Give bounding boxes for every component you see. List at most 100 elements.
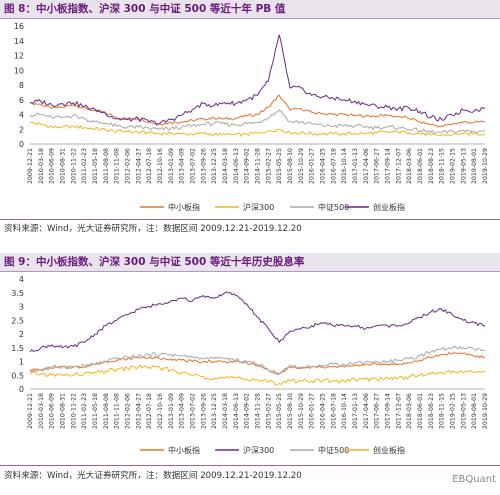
x-tick-label: 2013-04-09 xyxy=(179,148,186,184)
x-tick-label: 2012-07-18 xyxy=(146,148,153,184)
x-tick-label: 2016-07-18 xyxy=(330,148,337,184)
legend-label: 中小板指 xyxy=(168,202,200,212)
y-tick-label: 1.5 xyxy=(11,344,24,353)
legend-label: 创业板指 xyxy=(373,202,405,212)
legend-label: 沪深300 xyxy=(243,202,274,212)
x-tick-label: 2013-12-25 xyxy=(211,393,218,429)
y-tick-label: 0 xyxy=(19,385,24,394)
y-tick-label: 12 xyxy=(14,52,24,61)
y-tick-label: 6 xyxy=(19,96,24,105)
y-tick-label: 2.5 xyxy=(11,316,24,325)
x-tick-label: 2010-06-09 xyxy=(49,393,56,429)
x-tick-label: 2018-11-15 xyxy=(439,393,446,429)
y-tick-label: 2 xyxy=(19,125,24,134)
x-tick-label: 2018-06-01 xyxy=(417,148,424,184)
x-tick-label: 2015-10-29 xyxy=(298,148,305,184)
legend-label: 中证500 xyxy=(318,202,349,212)
figure9-title: 图 9：中小板指数、沪深 300 与中证 500 等近十年历史股息率 xyxy=(0,253,500,272)
x-tick-label: 2014-03-18 xyxy=(222,148,229,184)
x-tick-label: 2017-04-06 xyxy=(363,148,370,184)
x-tick-label: 2011-11-08 xyxy=(114,393,121,429)
x-tick-label: 2015-08-10 xyxy=(287,148,294,184)
x-tick-label: 2017-04-06 xyxy=(363,393,370,429)
x-tick-label: 2015-02-27 xyxy=(265,148,272,184)
y-tick-label: 1 xyxy=(19,358,24,367)
x-tick-label: 2014-09-02 xyxy=(244,148,251,184)
x-tick-label: 2019-05-13 xyxy=(460,393,467,429)
x-tick-label: 2011-02-23 xyxy=(81,148,88,184)
x-tick-label: 2013-09-26 xyxy=(200,148,207,184)
x-tick-label: 2010-11-22 xyxy=(70,148,77,184)
y-tick-label: 0.5 xyxy=(11,371,24,380)
x-tick-label: 2010-03-18 xyxy=(38,148,45,184)
x-tick-label: 2011-02-23 xyxy=(81,393,88,429)
x-tick-label: 2019-08-01 xyxy=(471,148,478,184)
y-tick-label: 10 xyxy=(14,66,24,75)
x-tick-label: 2015-08-10 xyxy=(287,393,294,429)
x-tick-label: 2016-10-14 xyxy=(341,148,348,184)
x-tick-label: 2012-04-27 xyxy=(135,148,142,184)
x-tick-label: 2017-01-13 xyxy=(352,393,359,429)
x-tick-label: 2015-05-25 xyxy=(276,148,283,184)
x-tick-label: 2017-06-27 xyxy=(374,148,381,184)
x-tick-label: 2012-10-16 xyxy=(157,148,164,184)
watermark: EBQuant xyxy=(452,474,496,485)
x-tick-label: 2014-11-28 xyxy=(255,148,262,184)
x-tick-label: 2012-10-16 xyxy=(157,393,164,429)
series-line xyxy=(29,345,486,376)
figure9-source: 资料来源：Wind，光大证券研究所，注：数据区间 2009.12.21-2019… xyxy=(4,471,302,481)
x-tick-label: 2013-09-26 xyxy=(200,393,207,429)
x-tick-label: 2015-05-25 xyxy=(276,393,283,429)
x-tick-label: 2009-12-21 xyxy=(27,148,34,184)
x-tick-label: 2011-05-18 xyxy=(92,148,99,184)
x-tick-label: 2019-02-15 xyxy=(450,148,457,184)
y-tick-label: 14 xyxy=(14,37,24,46)
legend-label: 中证500 xyxy=(318,445,349,455)
x-tick-label: 2018-11-15 xyxy=(439,148,446,184)
x-tick-label: 2017-12-07 xyxy=(395,148,402,184)
x-tick-label: 2017-06-27 xyxy=(374,393,381,429)
x-tick-label: 2012-07-18 xyxy=(146,393,153,429)
x-tick-label: 2013-01-09 xyxy=(168,393,175,429)
x-tick-label: 2019-10-29 xyxy=(482,148,489,184)
x-tick-label: 2018-03-06 xyxy=(406,393,413,429)
y-tick-label: 0 xyxy=(19,140,24,149)
pb-chart: 0 2 4 6 8 10 12 14 16 2009-12-21 2010-03-18 2010-06… xyxy=(14,22,489,212)
x-tick-label: 2014-06-13 xyxy=(233,148,240,184)
x-tick-label: 2014-06-13 xyxy=(233,393,240,429)
x-tick-label: 2011-11-08 xyxy=(114,148,121,184)
x-tick-label: 2017-01-13 xyxy=(352,148,359,184)
y-tick-label: 8 xyxy=(19,81,24,90)
x-tick-label: 2013-01-09 xyxy=(168,148,175,184)
series-line xyxy=(29,34,486,126)
x-tick-label: 2012-02-06 xyxy=(125,148,132,184)
x-tick-label: 2016-07-18 xyxy=(330,393,337,429)
x-tick-label: 2015-02-27 xyxy=(265,393,272,429)
x-tick-label: 2014-11-28 xyxy=(255,393,262,429)
x-tick-label: 2011-05-18 xyxy=(92,393,99,429)
figure8-title: 图 8：中小板指数、沪深 300 与中证 500 等近十年 PB 值 xyxy=(0,0,500,19)
x-tick-label: 2019-05-13 xyxy=(460,148,467,184)
y-tick-label: 16 xyxy=(14,22,24,31)
x-tick-label: 2017-09-14 xyxy=(385,148,392,184)
x-tick-label: 2010-08-31 xyxy=(60,148,67,184)
x-tick-label: 2012-04-27 xyxy=(135,393,142,429)
x-tick-label: 2013-07-02 xyxy=(190,393,197,429)
figure8-source: 资料来源：Wind，光大证券研究所，注：数据区间 2009.12.21-2019… xyxy=(4,224,302,234)
x-tick-label: 2010-06-09 xyxy=(49,148,56,184)
x-tick-label: 2011-08-08 xyxy=(103,393,110,429)
x-tick-label: 2015-10-29 xyxy=(298,393,305,429)
x-tick-label: 2016-10-14 xyxy=(341,393,348,429)
y-tick-label: 3 xyxy=(19,303,24,312)
series-line xyxy=(29,291,486,353)
x-tick-label: 2013-12-25 xyxy=(211,148,218,184)
x-tick-label: 2011-08-08 xyxy=(103,148,110,184)
x-tick-label: 2018-08-23 xyxy=(428,148,435,184)
x-tick-label: 2016-01-27 xyxy=(309,393,316,429)
y-tick-label: 4 xyxy=(19,111,24,120)
x-tick-label: 2018-03-06 xyxy=(406,148,413,184)
x-tick-label: 2019-10-29 xyxy=(482,393,489,429)
figure9-divider xyxy=(0,465,500,466)
legend-label: 创业板指 xyxy=(373,445,405,455)
x-tick-label: 2014-09-02 xyxy=(244,393,251,429)
